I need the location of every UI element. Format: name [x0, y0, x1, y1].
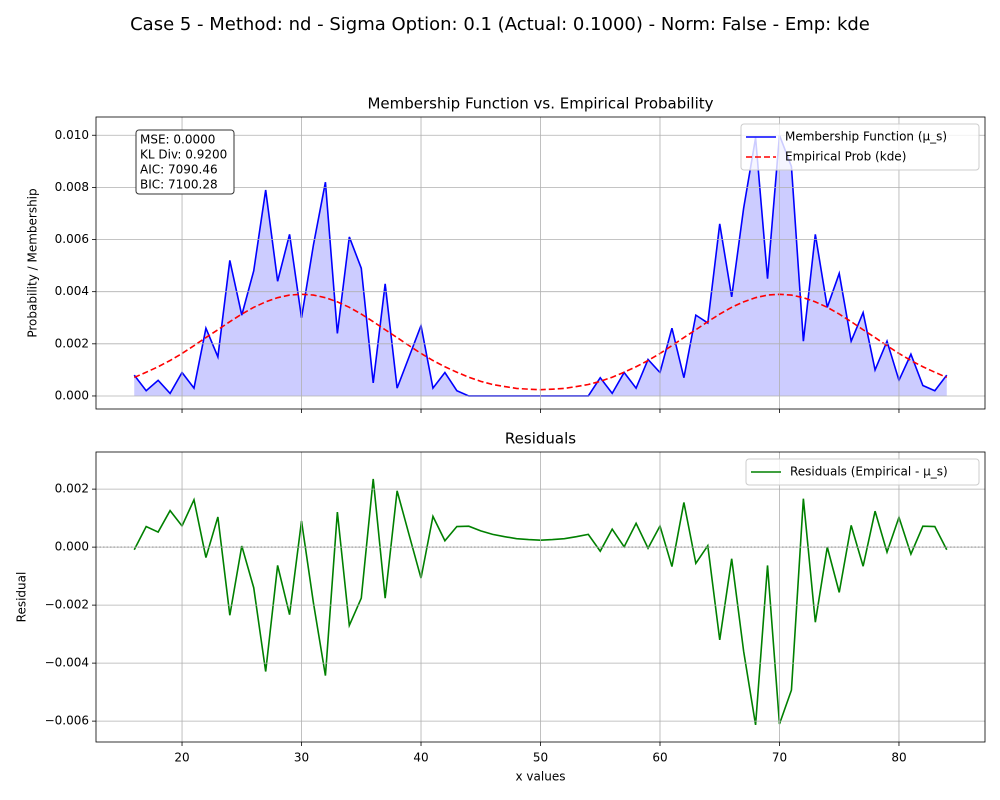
y-tick-label: −0.004: [45, 656, 89, 670]
axes-title: Membership Function vs. Empirical Probab…: [367, 95, 713, 113]
y-tick-label: 0.010: [55, 128, 89, 142]
x-tick-label: 30: [294, 751, 309, 765]
legend-box: [745, 458, 980, 486]
x-axis-label: x values: [516, 770, 566, 784]
y-tick-label: 0.004: [55, 284, 89, 298]
axes-title: Residuals: [505, 430, 576, 448]
area: [134, 135, 947, 396]
y-tick-label: −0.002: [45, 598, 89, 612]
stats-text: MSE: 0.0000: [140, 133, 215, 147]
axes-frame: [95, 116, 986, 410]
legend-label: Empirical Prob (kde): [785, 150, 906, 164]
stats-text: KL Div: 0.9200: [140, 148, 227, 162]
y-tick-label: 0.008: [55, 180, 89, 194]
y-tick-label: −0.006: [45, 714, 89, 728]
axes-frame: [95, 451, 986, 743]
x-tick-label: 70: [772, 751, 787, 765]
figure-title: Case 5 - Method: nd - Sigma Option: 0.1 …: [130, 14, 870, 35]
legend-box: [740, 123, 980, 171]
x-tick-label: 50: [533, 751, 548, 765]
y-axis-label: Probability / Membership: [26, 188, 40, 337]
legend-label: Residuals (Empirical - μ_s): [790, 465, 948, 479]
y-tick-label: 0.002: [55, 482, 89, 496]
y-tick-label: 0.002: [55, 336, 89, 350]
stats-text: BIC: 7100.28: [140, 178, 218, 192]
x-tick-label: 60: [652, 751, 667, 765]
x-tick-label: 40: [413, 751, 428, 765]
stats-text: AIC: 7090.46: [140, 163, 218, 177]
legend-label: Membership Function (μ_s): [785, 130, 947, 144]
y-tick-label: 0.000: [55, 540, 89, 554]
stats-box: [135, 129, 235, 195]
y-tick-label: 0.006: [55, 232, 89, 246]
x-tick-label: 80: [891, 751, 906, 765]
x-tick-label: 20: [174, 751, 189, 765]
y-tick-label: 0.000: [55, 388, 89, 402]
y-axis-label: Residual: [15, 572, 29, 623]
